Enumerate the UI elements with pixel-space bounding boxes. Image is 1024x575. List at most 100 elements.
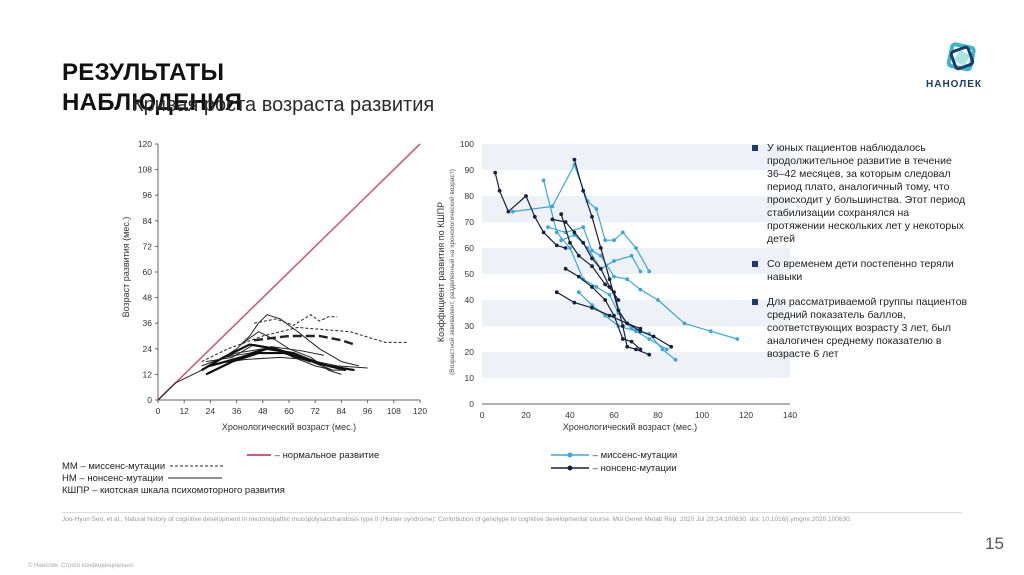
series-line <box>205 351 312 376</box>
data-point <box>590 264 594 269</box>
page-title: РЕЗУЛЬТАТЫ НАБЛЮДЕНИЯ <box>62 58 242 118</box>
y-tick-label: 108 <box>138 165 152 175</box>
data-point <box>651 334 656 339</box>
y-tick-label: 30 <box>465 321 475 331</box>
series-line <box>552 218 619 301</box>
reference-text: Joo-Hyun Seo, et al., Natural history of… <box>62 516 852 523</box>
page-number: 15 <box>985 534 1004 553</box>
y-tick-label: 0 <box>469 399 474 409</box>
logo-shape-3 <box>954 50 970 66</box>
data-point <box>638 326 643 331</box>
y-tick-label: 24 <box>143 344 153 354</box>
data-point <box>708 329 713 334</box>
data-point <box>554 243 559 248</box>
data-point <box>554 290 559 295</box>
x-tick-label: 108 <box>387 406 401 416</box>
data-point <box>576 290 581 295</box>
x-tick-label: 120 <box>739 410 753 420</box>
data-point <box>581 225 586 230</box>
data-point <box>590 214 594 219</box>
bullet-square-icon <box>752 145 758 151</box>
legend-missense-label: – миссенс-мутации <box>592 450 678 461</box>
x-tick-label: 20 <box>521 410 531 420</box>
logo-shape-2 <box>949 45 975 71</box>
y-tick-label: 96 <box>143 190 153 200</box>
x-tick-label: 100 <box>695 410 709 420</box>
data-point <box>568 246 572 250</box>
data-point <box>638 287 643 292</box>
data-point <box>607 292 612 297</box>
data-point <box>620 324 625 328</box>
data-point <box>625 344 630 349</box>
data-point <box>594 285 599 289</box>
data-point <box>550 217 555 222</box>
legend-nm-label: НМ – нонсенс-мутации <box>62 473 164 484</box>
legend-nonsense-swatch <box>551 465 589 471</box>
data-point <box>572 157 577 162</box>
series-line <box>560 214 650 356</box>
data-point <box>576 274 581 279</box>
x-tick-label: 48 <box>258 406 268 416</box>
x-tick-label: 120 <box>413 406 427 416</box>
y-tick-label: 70 <box>465 217 475 227</box>
data-point <box>638 269 643 274</box>
data-point <box>590 256 594 261</box>
data-point <box>660 347 665 352</box>
legend-kshpr-label: КШПР – киотская шкала психомоторного раз… <box>62 485 285 496</box>
data-point <box>625 277 630 282</box>
chart-left-xlabel: Хронологический возраст (мес.) <box>222 422 356 432</box>
data-point <box>616 298 621 302</box>
legend-nonsense-label: – нонсенс-мутации <box>592 463 677 474</box>
chart-right: Коэффициент развития по КШПР (Возрастной… <box>436 139 797 432</box>
footer-text: © Нанолек. Строго конфиденциально <box>28 563 134 569</box>
data-point <box>620 230 625 235</box>
data-point <box>493 170 498 175</box>
y-tick-label: 72 <box>143 241 153 251</box>
bullet-item: Со временем дети постепенно теряли навык… <box>752 258 970 284</box>
y-tick-label: 36 <box>143 318 153 328</box>
legend-left-nm: НМ – нонсенс-мутации <box>62 473 224 484</box>
data-point <box>603 238 608 243</box>
chart-left: Возраст развития (мес.) Хронологический … <box>121 139 427 432</box>
legend-right-missense: – миссенс-мутации <box>550 450 677 461</box>
y-tick-label: 20 <box>465 347 475 357</box>
data-point <box>563 220 568 224</box>
chart-right-ylabel2: (Возрастной эквивалент, разделенный на х… <box>448 169 456 375</box>
data-point <box>598 266 603 271</box>
chart-right-ylabel: Коэффициент развития по КШПР <box>436 202 446 342</box>
series-line <box>214 356 368 369</box>
data-point <box>590 285 594 289</box>
data-point <box>559 238 564 243</box>
data-point <box>524 194 528 198</box>
data-point <box>554 230 559 235</box>
data-point <box>532 214 537 219</box>
data-point <box>647 269 652 274</box>
chart-right-xlabel: Хронологический возраст (мес.) <box>563 422 697 432</box>
legend-normal-label: – нормальное развитие <box>274 450 380 461</box>
data-point <box>572 300 577 305</box>
data-point <box>669 344 674 349</box>
y-tick-label: 50 <box>465 269 475 279</box>
data-point <box>625 321 630 326</box>
data-point <box>634 329 638 334</box>
data-point <box>510 209 515 214</box>
y-tick-label: 100 <box>460 139 474 149</box>
x-tick-label: 60 <box>284 406 294 416</box>
data-point <box>682 321 687 326</box>
x-tick-label: 24 <box>206 406 216 416</box>
series-line <box>512 164 650 272</box>
x-tick-label: 0 <box>156 406 161 416</box>
legend-mm-swatch <box>169 465 224 467</box>
data-point <box>612 238 616 243</box>
data-point <box>607 313 612 318</box>
x-tick-label: 80 <box>653 410 663 420</box>
x-tick-label: 140 <box>783 410 797 420</box>
y-tick-label: 84 <box>143 216 153 226</box>
legend-nm-swatch <box>167 477 222 479</box>
x-tick-label: 12 <box>179 406 189 416</box>
chart-left-ylabel: Возраст развития (мес.) <box>121 217 131 318</box>
bullet-square-icon <box>752 299 758 305</box>
data-point <box>612 313 616 318</box>
title-line-1: РЕЗУЛЬТАТЫ <box>62 59 225 86</box>
data-point <box>673 357 678 362</box>
